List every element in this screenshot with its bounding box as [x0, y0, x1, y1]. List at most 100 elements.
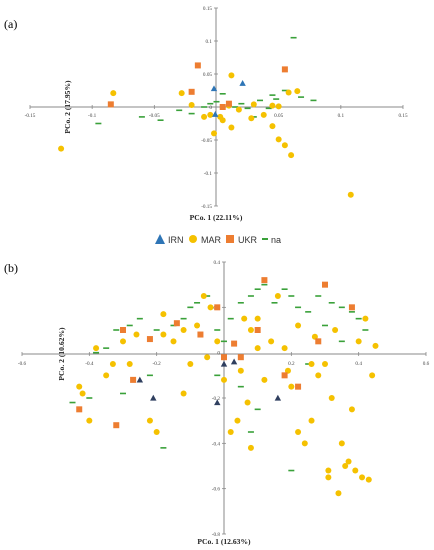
point-a-ukr-4: [225, 100, 232, 107]
point-b-mar-20: [247, 327, 254, 333]
point-a-irn-2: [212, 111, 219, 117]
point-a-ukr-3: [281, 66, 288, 73]
point-b-na-13: [204, 295, 211, 297]
point-a-irn-1: [210, 85, 218, 92]
point-b-na-34: [146, 374, 153, 377]
y-tick-label-a-5: -0.1: [204, 171, 213, 177]
point-b-mar-45: [365, 476, 372, 483]
point-b-na-36: [254, 408, 261, 411]
point-b-mar-46: [369, 372, 376, 379]
y-tick-label-a-1: 0.1: [206, 39, 213, 45]
point-b-na-35: [237, 385, 244, 388]
point-b-irn-5: [274, 394, 282, 401]
point-b-mar-51: [244, 399, 251, 406]
point-b-na-31: [355, 317, 362, 320]
point-a-mar-4: [201, 113, 208, 120]
point-b-na-24: [295, 306, 302, 309]
point-b-mar-59: [308, 361, 315, 367]
point-b-ukr-11: [261, 277, 268, 284]
legend-label-mar: MAR: [201, 235, 222, 245]
point-a-mar-9: [260, 111, 267, 118]
point-b-na-17: [237, 302, 244, 304]
point-a-na-20: [273, 98, 280, 100]
point-b-na-15: [221, 340, 227, 343]
point-a-mar-19: [275, 103, 282, 110]
point-a-na-12: [269, 94, 276, 96]
point-b-mar-11: [187, 361, 194, 367]
x-tick-label-b-1: -0.4: [85, 361, 94, 367]
point-b-irn-3: [230, 358, 238, 365]
point-b-ukr-1: [120, 327, 126, 333]
point-a-irn-0: [239, 80, 246, 86]
point-a-na-9: [238, 102, 245, 105]
point-b-mar-7: [153, 429, 160, 435]
point-b-mar-5: [126, 361, 133, 367]
point-b-mar-24: [274, 293, 281, 299]
point-b-ukr-8: [231, 340, 238, 347]
point-a-na-15: [310, 99, 317, 102]
y-tick-label-a-0: 0.15: [203, 6, 212, 12]
point-b-mar-44: [362, 315, 369, 322]
point-a-na-5: [207, 102, 214, 105]
x-tick-label-b-2: -0.2: [153, 361, 162, 367]
point-a-mar-12: [281, 142, 288, 149]
point-b-mar-43: [359, 474, 366, 481]
points-b: [69, 277, 379, 497]
point-a-mar-13: [288, 152, 295, 159]
point-b-ukr-2: [113, 422, 120, 429]
x-tick-label-b-6: 0.6: [423, 361, 430, 367]
point-b-irn-2: [220, 360, 228, 367]
point-b-mar-33: [325, 474, 332, 481]
point-a-mar-17: [211, 130, 218, 137]
point-b-na-0: [69, 401, 76, 404]
point-b-ukr-13: [322, 281, 328, 288]
point-b-mar-52: [311, 333, 318, 340]
point-b-mar-6: [146, 417, 153, 424]
y-tick-label-b-2: 0: [217, 351, 220, 357]
y-tick-label-b-5: -0.6: [212, 487, 221, 493]
x-tick-label-a-2: -0.05: [149, 113, 160, 119]
y-tick-labels-a: 0.15 0.1 0.05 0 -0.05 -0.1 -0.15: [201, 6, 218, 210]
x-tick-label-b-4: 0.2: [288, 361, 295, 367]
point-b-ukr-6: [197, 331, 204, 338]
x-tick-label-a-1: -0.1: [88, 113, 97, 119]
point-b-mar-0: [76, 383, 83, 390]
point-b-mar-1: [79, 390, 86, 397]
y-tick-label-a-3: 0: [209, 105, 212, 111]
x-tick-label-a-6: 0.15: [398, 113, 407, 119]
point-b-na-8: [160, 447, 167, 449]
point-b-na-3: [103, 347, 110, 349]
point-b-mar-61: [237, 367, 244, 374]
point-a-ukr-5: [219, 104, 226, 110]
y-tick-label-a-4: -0.05: [201, 138, 212, 144]
point-b-na-32: [362, 329, 369, 331]
point-b-mar-18: [234, 417, 241, 424]
point-b-mar-48: [109, 361, 116, 367]
y-tick-label-b-0: 0.4: [214, 260, 221, 266]
point-b-mar-8: [160, 331, 167, 338]
point-b-mar-12: [194, 322, 201, 329]
point-b-ukr-9: [237, 354, 244, 361]
x-tick-label-a-5: 0.1: [338, 113, 345, 119]
y-axis-title-a: PCo. 2 (17.95%): [63, 80, 72, 134]
point-b-na-19: [254, 288, 261, 290]
y-tick-label-b-4: -0.4: [212, 441, 221, 447]
point-b-ukr-4: [146, 336, 153, 343]
point-b-na-22: [281, 288, 288, 290]
point-a-na-11: [257, 99, 264, 102]
point-a-mar-11: [275, 136, 282, 143]
point-b-mar-53: [160, 311, 167, 318]
points-a: [58, 36, 354, 198]
point-b-na-41: [214, 374, 221, 377]
point-a-mar-15: [294, 88, 301, 95]
point-b-na-10: [180, 317, 187, 320]
point-b-mar-22: [261, 376, 268, 383]
point-b-na-39: [338, 340, 345, 343]
point-b-na-1: [86, 397, 93, 399]
point-a-na-1: [157, 119, 164, 121]
point-b-ukr-16: [281, 372, 288, 379]
x-tick-label-a-4: 0.05: [274, 113, 283, 119]
point-b-na-30: [348, 311, 355, 313]
point-b-na-23: [288, 295, 295, 297]
